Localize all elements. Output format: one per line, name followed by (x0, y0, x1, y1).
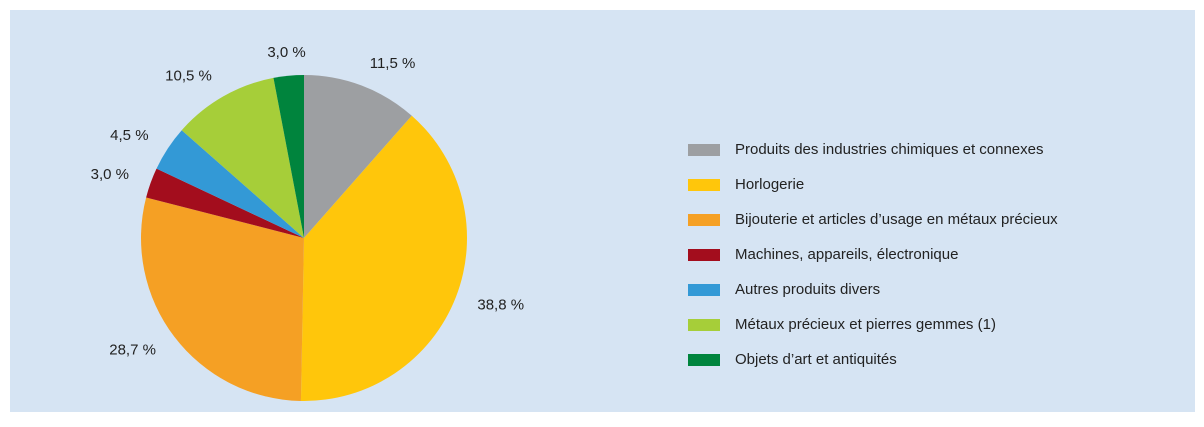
pie-slice (300, 115, 467, 401)
legend-swatch (688, 354, 720, 366)
data-label: 4,5 % (110, 127, 148, 144)
data-label: 38,8 % (477, 296, 524, 313)
data-label: 10,5 % (165, 67, 212, 84)
pie-slice (181, 77, 304, 238)
data-label: 3,0 % (91, 166, 129, 183)
legend-label: Produits des industries chimiques et con… (735, 141, 1044, 158)
legend-label: Horlogerie (735, 176, 804, 193)
legend-label: Autres produits divers (735, 281, 880, 298)
data-label: 11,5 % (370, 55, 416, 72)
pie-slice (146, 168, 304, 238)
legend-label: Bijouterie et articles d’usage en métaux… (735, 211, 1058, 228)
legend-swatch (688, 249, 720, 261)
pie-slice (140, 197, 304, 401)
data-label: 28,7 % (109, 342, 156, 359)
legend-swatch (688, 319, 720, 331)
pie-slice (273, 75, 304, 238)
pie-slice (156, 130, 304, 238)
data-label: 3,0 % (267, 44, 305, 61)
legend-swatch (688, 214, 720, 226)
legend-label: Objets d’art et antiquités (735, 351, 897, 368)
legend-label: Métaux précieux et pierres gemmes (1) (735, 316, 996, 333)
pie-slice (304, 75, 412, 238)
legend-swatch (688, 144, 720, 156)
legend-label: Machines, appareils, électronique (735, 246, 958, 263)
legend-swatch (688, 179, 720, 191)
legend-swatch (688, 284, 720, 296)
